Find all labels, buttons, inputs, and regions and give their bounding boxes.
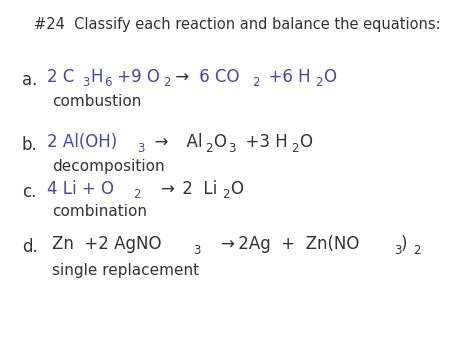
Text: 2: 2 xyxy=(315,76,322,89)
Text: 6: 6 xyxy=(104,76,111,89)
Text: 2  Li: 2 Li xyxy=(177,180,217,198)
Text: 2: 2 xyxy=(133,189,140,202)
Text: 3: 3 xyxy=(193,244,201,257)
Text: O: O xyxy=(230,180,243,198)
Text: decomposition: decomposition xyxy=(52,159,164,175)
Text: ): ) xyxy=(401,235,408,253)
Text: 2: 2 xyxy=(163,76,171,89)
Text: 3: 3 xyxy=(394,244,401,257)
Text: 2: 2 xyxy=(205,142,212,154)
Text: 2: 2 xyxy=(413,244,420,257)
Text: a.: a. xyxy=(22,71,37,89)
Text: #24  Classify each reaction and balance the equations:: #24 Classify each reaction and balance t… xyxy=(34,17,440,33)
Text: 2 C: 2 C xyxy=(47,68,74,86)
Text: 3: 3 xyxy=(82,76,90,89)
Text: +6 H: +6 H xyxy=(258,68,310,86)
Text: c.: c. xyxy=(22,183,36,201)
Text: combustion: combustion xyxy=(52,94,141,109)
Text: →: → xyxy=(140,180,175,198)
Text: 2: 2 xyxy=(252,76,259,89)
Text: +9 O: +9 O xyxy=(112,68,160,86)
Text: Zn  +2 AgNO: Zn +2 AgNO xyxy=(52,235,162,253)
Text: 6 CO: 6 CO xyxy=(194,68,239,86)
Text: single replacement: single replacement xyxy=(52,262,199,278)
Text: 3: 3 xyxy=(228,142,236,154)
Text: +3 H: +3 H xyxy=(235,133,288,151)
Text: 2Ag  +  Zn(NO: 2Ag + Zn(NO xyxy=(233,235,359,253)
Text: H: H xyxy=(90,68,102,86)
Text: →: → xyxy=(200,235,235,253)
Text: →: → xyxy=(144,133,168,151)
Text: 2: 2 xyxy=(222,189,229,202)
Text: →: → xyxy=(170,68,189,86)
Text: b.: b. xyxy=(22,136,38,154)
Text: O: O xyxy=(323,68,336,86)
Text: 2 Al(OH): 2 Al(OH) xyxy=(47,133,117,151)
Text: Al: Al xyxy=(176,133,202,151)
Text: 3: 3 xyxy=(137,142,145,154)
Text: O: O xyxy=(299,133,312,151)
Text: 4 Li + O: 4 Li + O xyxy=(47,180,114,198)
Text: O: O xyxy=(213,133,226,151)
Text: 2: 2 xyxy=(291,142,299,154)
Text: combination: combination xyxy=(52,204,147,219)
Text: d.: d. xyxy=(22,238,38,256)
